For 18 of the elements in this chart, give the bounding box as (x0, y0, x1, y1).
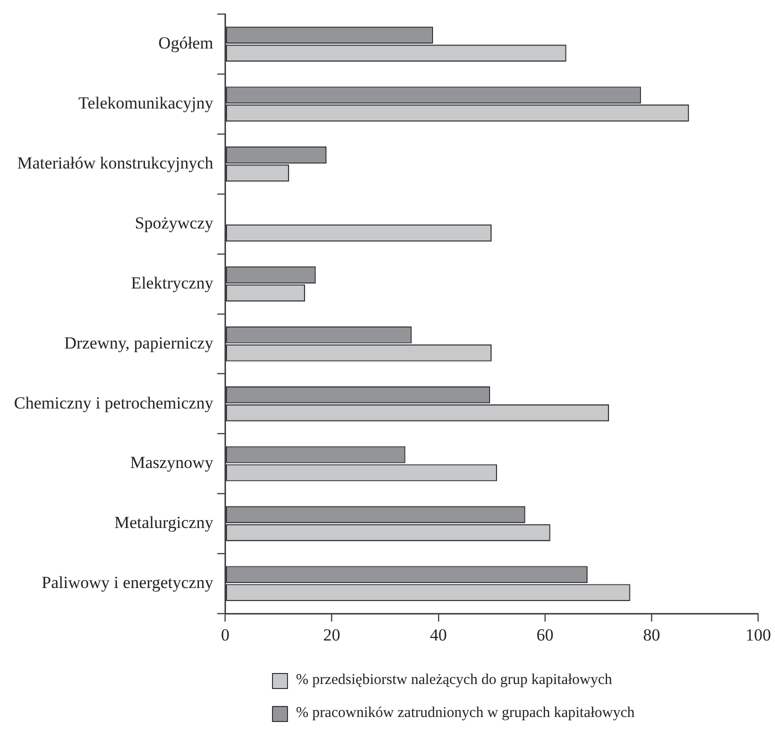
x-tick-label: 60 (536, 625, 554, 644)
y-tick-label: Elektryczny (131, 273, 214, 292)
y-tick-label: Drzewny, papierniczy (64, 333, 214, 352)
y-tick-label: Metalurgiczny (114, 513, 214, 532)
x-tick-label: 40 (430, 625, 447, 644)
x-tick-label: 0 (220, 625, 230, 644)
x-tick-label: 20 (323, 625, 340, 644)
y-tick-label: Chemiczny i petrochemiczny (14, 393, 214, 412)
x-tick-label: 100 (746, 625, 771, 644)
y-tick-label: Materiałów konstrukcyjnych (17, 154, 214, 173)
legend-label: % przedsiębiorstw należących do grup kapitałowych (296, 672, 612, 689)
y-tick-label: Ogółem (158, 34, 214, 53)
y-tick-label: Spożywczy (134, 213, 214, 232)
y-tick-label: Telekomunikacyjny (78, 94, 214, 113)
y-tick-label: Paliwowy i energetyczny (42, 573, 214, 592)
legend-label: % pracowników zatrudnionych w grupach kapitałowych (296, 705, 635, 722)
y-tick-label: Maszynowy (130, 453, 214, 472)
x-tick-label: 80 (643, 625, 660, 644)
